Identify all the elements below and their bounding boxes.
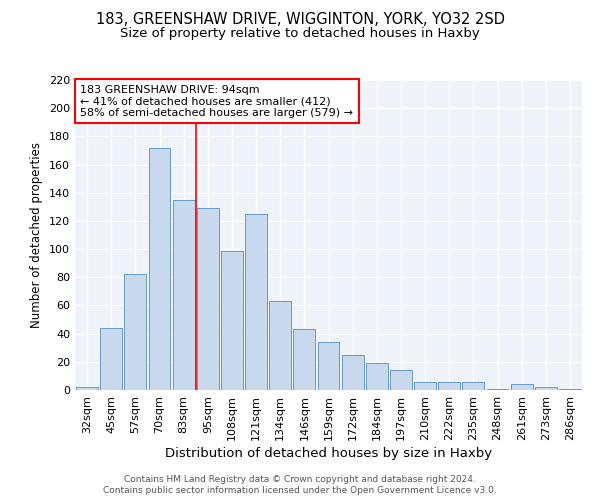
Bar <box>76 387 98 390</box>
Bar <box>559 388 581 390</box>
Text: 183 GREENSHAW DRIVE: 94sqm
← 41% of detached houses are smaller (412)
58% of sem: 183 GREENSHAW DRIVE: 94sqm ← 41% of deta… <box>80 84 353 118</box>
Bar <box>342 355 364 390</box>
Bar <box>317 342 340 390</box>
Bar <box>487 388 508 390</box>
Bar <box>390 370 412 390</box>
Bar <box>414 382 436 390</box>
Bar <box>463 382 484 390</box>
Text: Contains HM Land Registry data © Crown copyright and database right 2024.: Contains HM Land Registry data © Crown c… <box>124 475 476 484</box>
Text: Contains public sector information licensed under the Open Government Licence v3: Contains public sector information licen… <box>103 486 497 495</box>
Bar <box>149 148 170 390</box>
Bar <box>197 208 218 390</box>
Bar <box>293 330 315 390</box>
Bar <box>366 363 388 390</box>
Bar <box>511 384 533 390</box>
Bar <box>269 301 291 390</box>
Text: Size of property relative to detached houses in Haxby: Size of property relative to detached ho… <box>120 28 480 40</box>
Bar <box>245 214 267 390</box>
X-axis label: Distribution of detached houses by size in Haxby: Distribution of detached houses by size … <box>165 447 492 460</box>
Bar <box>535 387 557 390</box>
Bar <box>100 328 122 390</box>
Bar <box>124 274 146 390</box>
Bar <box>221 250 243 390</box>
Bar <box>173 200 194 390</box>
Text: 183, GREENSHAW DRIVE, WIGGINTON, YORK, YO32 2SD: 183, GREENSHAW DRIVE, WIGGINTON, YORK, Y… <box>95 12 505 28</box>
Y-axis label: Number of detached properties: Number of detached properties <box>31 142 43 328</box>
Bar <box>439 382 460 390</box>
